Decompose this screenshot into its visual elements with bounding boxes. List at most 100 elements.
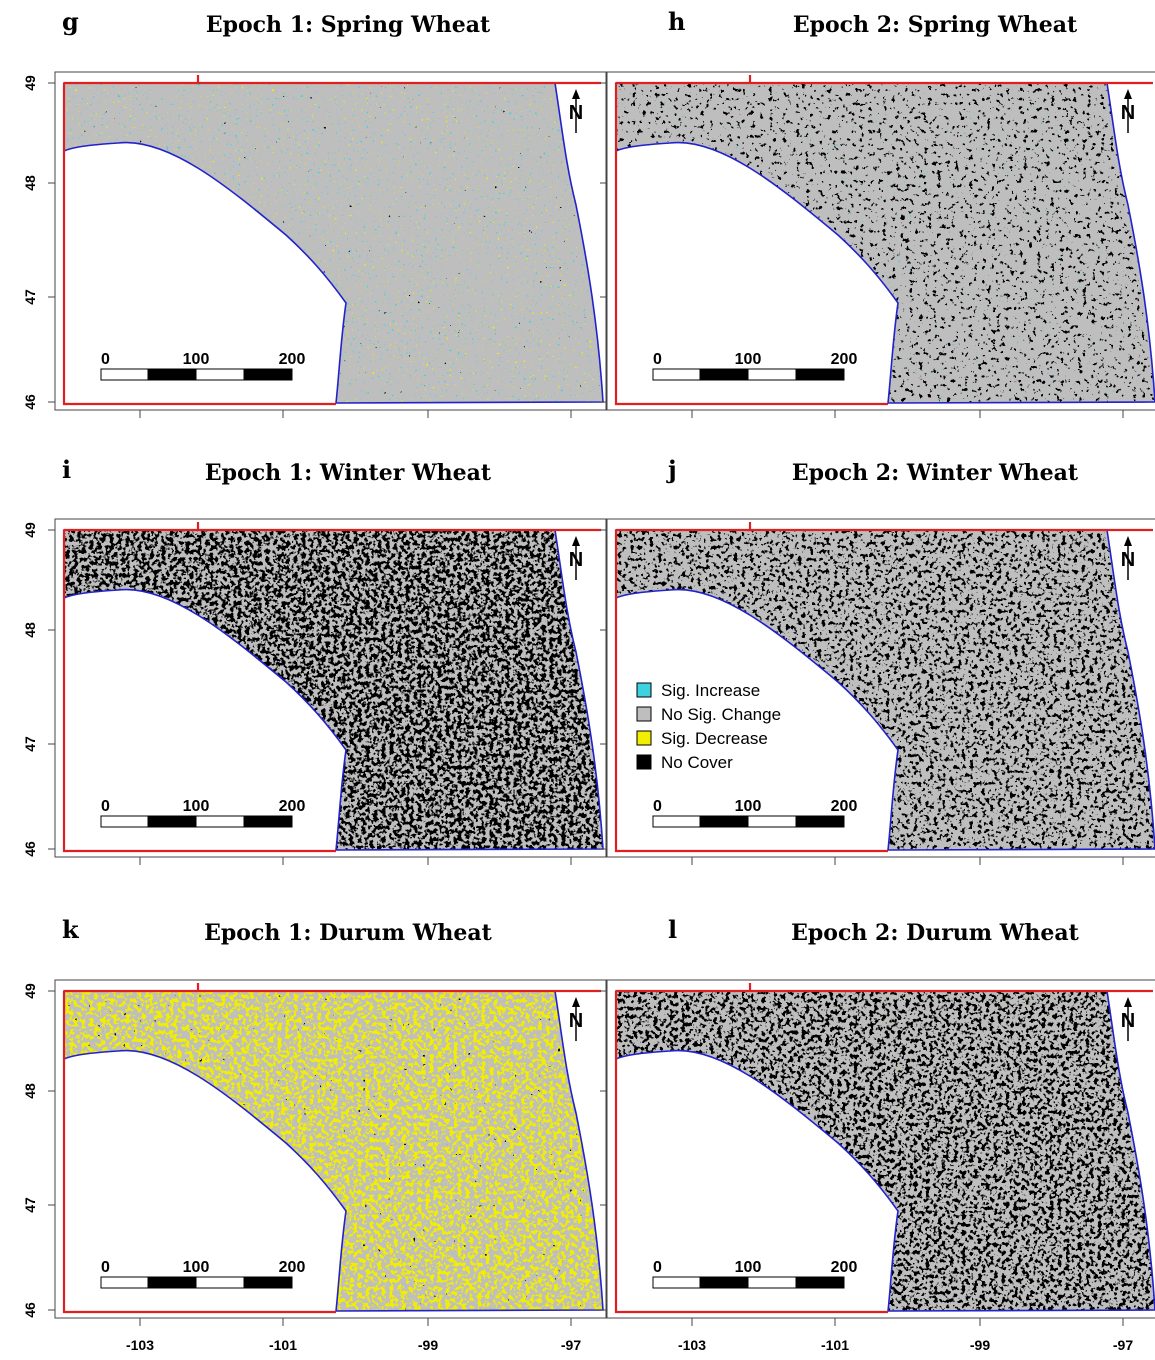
north-arrowhead xyxy=(572,997,580,1007)
figure: N 0 100 200 49 48 47 46 g Epoch 1: Spring Wheat N 0… xyxy=(0,0,1155,1360)
north-label: N xyxy=(569,1010,583,1032)
scale-segment xyxy=(244,816,292,827)
scale-label: 200 xyxy=(279,798,306,815)
scale-label: 200 xyxy=(279,351,306,368)
legend-label: No Sig. Change xyxy=(661,705,781,724)
panel-letter: j xyxy=(666,455,677,484)
y-tick-label: 49 xyxy=(22,522,38,538)
legend-swatch xyxy=(637,707,651,721)
scale-label: 0 xyxy=(101,1259,110,1276)
x-tick-label: -97 xyxy=(561,1337,581,1353)
scale-segment xyxy=(196,1277,244,1288)
scale-segment xyxy=(796,369,844,380)
scale-label: 100 xyxy=(183,1259,210,1276)
scale-segment xyxy=(244,369,292,380)
panel-letter: i xyxy=(62,455,71,484)
scale-segment xyxy=(653,1277,700,1288)
panel-title: Epoch 2: Durum Wheat xyxy=(791,920,1080,946)
scale-segment xyxy=(653,816,700,827)
legend-label: No Cover xyxy=(661,753,733,772)
x-tick-label: -99 xyxy=(970,1337,990,1353)
scale-segment xyxy=(748,816,796,827)
scale-segment xyxy=(101,369,148,380)
scale-segment xyxy=(653,369,700,380)
north-arrowhead xyxy=(1124,536,1132,546)
legend-label: Sig. Increase xyxy=(661,681,760,700)
y-tick-label: 48 xyxy=(22,175,38,191)
scale-label: 200 xyxy=(279,1259,306,1276)
scale-label: 100 xyxy=(735,351,762,368)
scale-segment xyxy=(196,816,244,827)
land-cover-overlay xyxy=(58,75,603,410)
legend-swatch xyxy=(637,683,651,697)
x-tick-label: -97 xyxy=(1113,1337,1133,1353)
scale-label: 100 xyxy=(183,351,210,368)
panel-title: Epoch 1: Durum Wheat xyxy=(204,920,493,946)
scale-segment xyxy=(148,1277,196,1288)
y-tick-label: 46 xyxy=(22,841,38,857)
map-panel: N 0 100 200 49 48 47 46 xyxy=(22,519,606,865)
y-tick-label: 47 xyxy=(22,736,38,752)
north-arrowhead xyxy=(1124,997,1132,1007)
north-arrowhead xyxy=(1124,89,1132,99)
scale-segment xyxy=(244,1277,292,1288)
y-tick-label: 48 xyxy=(22,1083,38,1099)
x-tick-label: -101 xyxy=(269,1337,297,1353)
y-tick-label: 47 xyxy=(22,289,38,305)
scale-segment xyxy=(796,1277,844,1288)
legend-swatch xyxy=(637,755,651,769)
scale-segment xyxy=(748,369,796,380)
north-label: N xyxy=(1121,1010,1135,1032)
y-tick-label: 47 xyxy=(22,1197,38,1213)
land-cover-overlay xyxy=(610,75,1155,410)
x-tick-label: -101 xyxy=(821,1337,849,1353)
panel-title: Epoch 2: Spring Wheat xyxy=(793,12,1078,38)
y-tick-label: 48 xyxy=(22,622,38,638)
north-label: N xyxy=(569,549,583,571)
scale-segment xyxy=(196,369,244,380)
panel-letter: k xyxy=(62,915,80,944)
scale-segment xyxy=(148,369,196,380)
panel-letter: g xyxy=(62,7,79,36)
north-label: N xyxy=(569,102,583,124)
scale-label: 100 xyxy=(183,798,210,815)
legend: Sig. Increase No Sig. Change Sig. Decrease… xyxy=(637,681,781,772)
panel-letter: l xyxy=(668,915,677,944)
scale-segment xyxy=(101,816,148,827)
map-panel: N 0 100 200 49 48 47 46 xyxy=(22,72,606,418)
north-arrowhead xyxy=(572,536,580,546)
north-label: N xyxy=(1121,102,1135,124)
scale-label: 0 xyxy=(653,798,662,815)
scale-label: 0 xyxy=(653,1259,662,1276)
legend-swatch xyxy=(637,731,651,745)
scale-label: 0 xyxy=(101,351,110,368)
panel-title: Epoch 2: Winter Wheat xyxy=(792,460,1079,486)
y-tick-label: 46 xyxy=(22,1302,38,1318)
panel-title: Epoch 1: Spring Wheat xyxy=(206,12,491,38)
scale-label: 100 xyxy=(735,798,762,815)
north-label: N xyxy=(1121,549,1135,571)
scale-segment xyxy=(700,816,748,827)
north-arrowhead xyxy=(572,89,580,99)
scale-label: 0 xyxy=(101,798,110,815)
scale-segment xyxy=(700,369,748,380)
legend-label: Sig. Decrease xyxy=(661,729,768,748)
scale-segment xyxy=(748,1277,796,1288)
scale-label: 200 xyxy=(831,798,858,815)
y-tick-label: 46 xyxy=(22,394,38,410)
panel-letter: h xyxy=(668,7,685,36)
scale-label: 200 xyxy=(831,1259,858,1276)
x-tick-label: -103 xyxy=(678,1337,706,1353)
x-tick-label: -99 xyxy=(418,1337,438,1353)
map-panel: N0100200-103-101-99-97 xyxy=(600,980,1155,1353)
panel-title: Epoch 1: Winter Wheat xyxy=(205,460,492,486)
y-tick-label: 49 xyxy=(22,75,38,91)
scale-segment xyxy=(700,1277,748,1288)
scale-label: 200 xyxy=(831,351,858,368)
scale-segment xyxy=(101,1277,148,1288)
scale-segment xyxy=(148,816,196,827)
scale-segment xyxy=(796,816,844,827)
land-cover-overlay xyxy=(58,983,603,1318)
